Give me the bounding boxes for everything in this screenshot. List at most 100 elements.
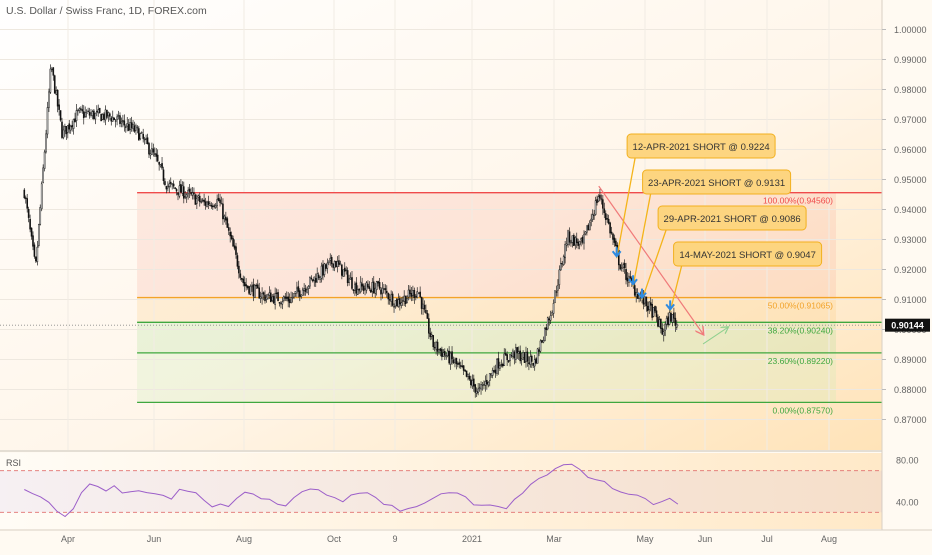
candle bbox=[565, 237, 568, 252]
fib-level-label: 100.00%(0.94560) bbox=[763, 196, 833, 206]
candle-body bbox=[470, 379, 472, 386]
candle bbox=[162, 166, 165, 185]
candle bbox=[512, 348, 514, 360]
candle bbox=[206, 200, 208, 208]
candle-body bbox=[368, 286, 371, 290]
candle-body bbox=[419, 291, 421, 297]
candle bbox=[552, 299, 555, 318]
trade-annotation[interactable]: 12-APR-2021 SHORT @ 0.9224 bbox=[616, 133, 776, 259]
candle bbox=[39, 204, 42, 226]
candle-body bbox=[412, 290, 414, 296]
annotation-box[interactable] bbox=[626, 133, 776, 159]
candle bbox=[140, 131, 143, 134]
candle bbox=[400, 297, 403, 309]
annotation-text: 14-MAY-2021 SHORT @ 0.9047 bbox=[679, 250, 816, 261]
candle-body bbox=[59, 110, 62, 121]
candle bbox=[274, 287, 276, 310]
candle bbox=[281, 297, 284, 310]
fib-zone bbox=[137, 297, 836, 323]
candle bbox=[74, 112, 76, 123]
candle-body bbox=[548, 318, 550, 321]
candle bbox=[600, 194, 603, 205]
candle-body bbox=[561, 262, 564, 265]
trade-annotation[interactable]: 29-APR-2021 SHORT @ 0.9086 bbox=[641, 205, 807, 300]
candle-body bbox=[209, 203, 211, 206]
candle bbox=[193, 187, 195, 200]
candle bbox=[506, 351, 508, 366]
candle-body bbox=[243, 282, 246, 287]
candle-body bbox=[27, 209, 30, 218]
candle-body bbox=[330, 256, 333, 265]
candle bbox=[188, 184, 191, 198]
candle bbox=[432, 335, 434, 351]
candle bbox=[577, 238, 579, 250]
candle bbox=[345, 266, 347, 275]
candle-body bbox=[551, 312, 553, 315]
candle-body bbox=[396, 298, 398, 307]
candle bbox=[545, 323, 548, 336]
candle-body bbox=[93, 110, 95, 119]
candle-body bbox=[512, 350, 514, 358]
candle-body bbox=[393, 306, 395, 308]
candle bbox=[496, 358, 498, 376]
candle bbox=[109, 112, 111, 121]
candle bbox=[609, 221, 611, 238]
annotation-pointer bbox=[641, 229, 667, 300]
candle-body bbox=[526, 351, 529, 362]
candle-body bbox=[673, 312, 675, 319]
candle-body bbox=[145, 138, 147, 140]
candle-body bbox=[255, 284, 258, 287]
candle-body bbox=[33, 244, 36, 257]
candle-body bbox=[120, 121, 123, 124]
candle bbox=[612, 232, 614, 246]
candle bbox=[419, 286, 421, 299]
rsi-tick-label: 80.00 bbox=[896, 456, 919, 466]
candle bbox=[203, 193, 205, 206]
candle-body bbox=[522, 352, 524, 358]
candle bbox=[280, 300, 282, 309]
candle bbox=[519, 345, 521, 364]
candle bbox=[312, 279, 314, 283]
x-tick-label: Jun bbox=[698, 534, 713, 544]
candle-body bbox=[626, 277, 629, 282]
candle-body bbox=[97, 109, 100, 114]
candle bbox=[671, 314, 674, 327]
candle bbox=[217, 193, 220, 202]
candle bbox=[59, 110, 62, 122]
trade-annotation[interactable]: 14-MAY-2021 SHORT @ 0.9047 bbox=[669, 241, 823, 312]
candle-body bbox=[43, 151, 46, 169]
annotation-box[interactable] bbox=[673, 241, 823, 267]
candle bbox=[454, 357, 456, 368]
current-price-label: 0.90144 bbox=[891, 321, 924, 331]
candle-body bbox=[619, 264, 622, 270]
candle bbox=[461, 359, 463, 369]
candle-body bbox=[254, 284, 256, 298]
candle bbox=[536, 347, 539, 364]
candle bbox=[361, 277, 363, 291]
candle-body bbox=[159, 164, 162, 167]
candle bbox=[488, 373, 491, 387]
candle bbox=[165, 185, 168, 194]
candle-body bbox=[452, 359, 455, 363]
candle bbox=[635, 288, 637, 303]
candle bbox=[446, 348, 449, 358]
annotation-box[interactable] bbox=[657, 205, 807, 231]
y-tick-label: 0.88000 bbox=[894, 385, 927, 395]
candle-body bbox=[107, 112, 110, 117]
candle bbox=[85, 109, 88, 118]
candle-body bbox=[211, 205, 214, 208]
candle bbox=[58, 98, 60, 116]
candle-body bbox=[426, 312, 429, 319]
candle-body bbox=[329, 257, 332, 261]
candle-body bbox=[233, 245, 236, 249]
candle bbox=[559, 257, 562, 271]
candle-body bbox=[261, 293, 263, 299]
candle bbox=[36, 240, 39, 266]
candle bbox=[62, 125, 65, 140]
candle bbox=[177, 192, 179, 201]
candle bbox=[239, 269, 242, 281]
annotation-box[interactable] bbox=[642, 169, 792, 195]
candle-body bbox=[174, 187, 176, 189]
trade-annotation[interactable]: 23-APR-2021 SHORT @ 0.9131 bbox=[632, 169, 792, 287]
candle bbox=[329, 253, 332, 266]
